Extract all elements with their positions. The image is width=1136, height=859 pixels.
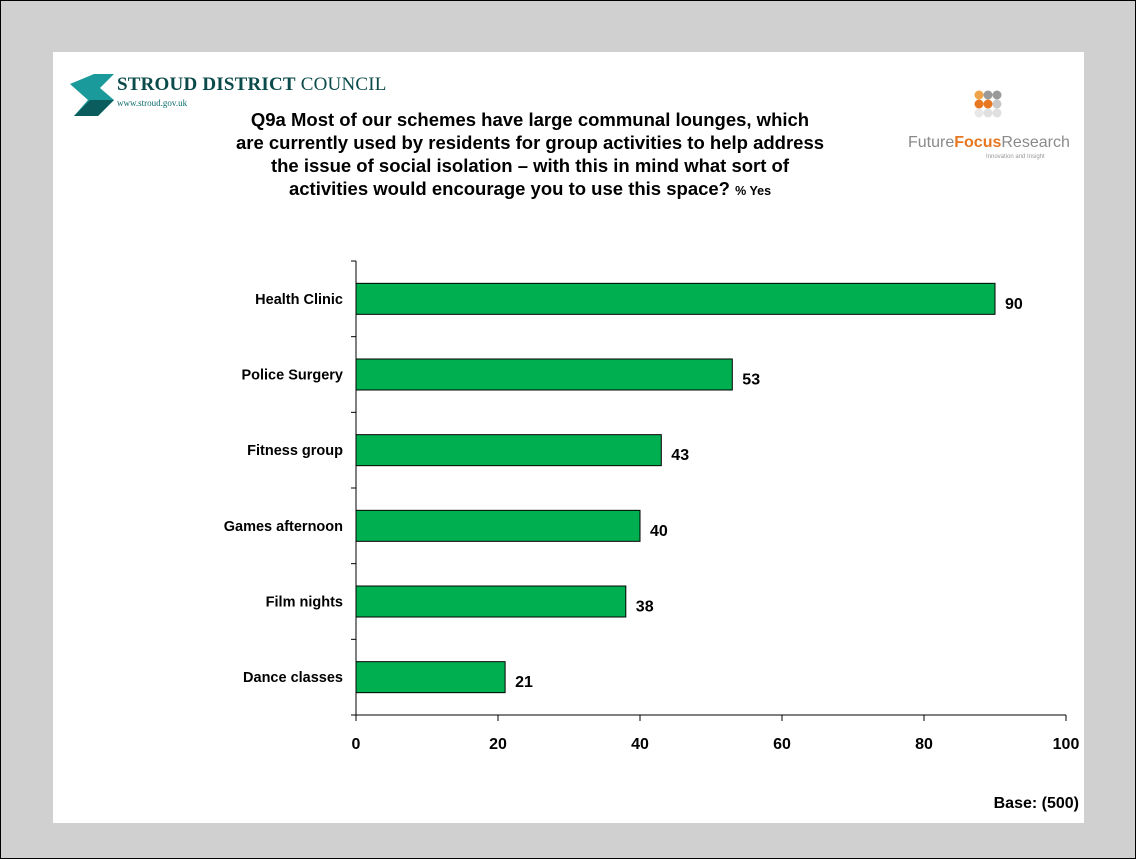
category-label: Dance classes [243,670,343,686]
bar [355,282,996,315]
x-tick-label: 100 [1053,736,1080,753]
bar [355,661,506,694]
data-label: 53 [742,372,760,389]
category-label: Film nights [266,595,343,611]
data-label: 21 [515,674,533,691]
category-label: Fitness group [247,443,343,459]
category-label: Health Clinic [255,292,343,308]
future-focus-logo-dots [974,90,1002,118]
x-tick-label: 20 [489,736,507,753]
data-label: 43 [671,447,689,464]
org-url: www.stroud.gov.uk [117,98,188,108]
partner-name: FutureFocusResearch [908,134,1070,151]
data-label: 40 [650,523,668,540]
partner-tagline: Innovation and Insight [986,154,1045,160]
title-unit: % Yes [735,184,772,198]
org-name: STROUD DISTRICT COUNCIL [117,74,387,95]
x-tick-label: 80 [915,736,933,753]
x-tick-label: 0 [352,736,361,753]
category-label: Games afternoon [224,519,343,535]
data-label: 90 [1005,296,1023,313]
title-line: activities would encourage you to use th… [288,178,772,199]
title-line: are currently used by residents for grou… [235,132,825,153]
title-line: the issue of social isolation – with thi… [270,155,790,176]
chart-title: Q9a Most of our schemes have large commu… [150,108,910,203]
bar [355,358,733,391]
bar [355,434,662,467]
title-line: Q9a Most of our schemes have large commu… [250,109,810,130]
x-tick-label: 40 [631,736,649,753]
bar [355,585,627,618]
bar [355,509,641,542]
data-label: 38 [636,599,654,616]
stroud-council-logo [70,74,114,116]
x-tick-label: 60 [773,736,791,753]
base-note: Base: (500) [993,795,1079,812]
category-label: Police Surgery [241,368,343,384]
